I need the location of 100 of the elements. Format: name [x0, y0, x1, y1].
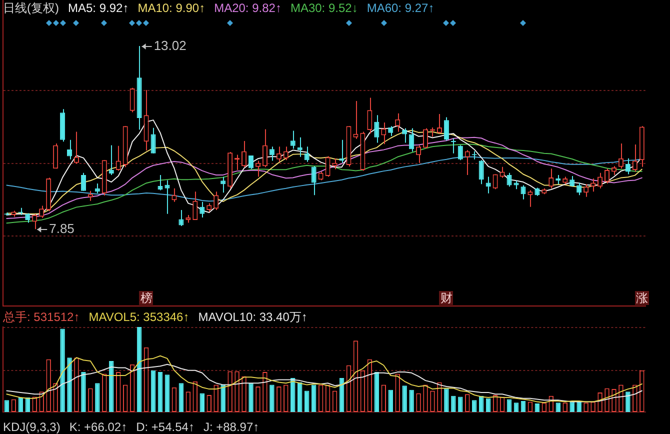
candlestick	[492, 174, 498, 190]
bar	[534, 404, 540, 412]
bar	[374, 372, 380, 412]
bar	[304, 390, 310, 412]
bar	[451, 396, 456, 412]
candlestick	[248, 154, 254, 170]
chart-title: 日线(复权)	[3, 1, 59, 15]
text: MA20: 9.82↑	[214, 1, 282, 15]
candlestick	[520, 184, 526, 200]
bar	[220, 384, 226, 412]
bar	[67, 358, 72, 412]
candlestick	[604, 168, 610, 184]
text: MA10: 9.90↑	[138, 1, 206, 15]
candlestick	[409, 128, 414, 152]
candlestick	[88, 190, 93, 202]
candlestick	[255, 160, 260, 178]
bar	[290, 378, 296, 412]
bar	[626, 392, 630, 412]
candlestick	[25, 212, 30, 224]
candlestick	[464, 150, 470, 176]
annotation: 榜	[139, 291, 154, 305]
candlestick	[164, 180, 170, 214]
candlestick	[353, 100, 358, 140]
candlestick	[395, 112, 400, 132]
bar	[458, 396, 463, 412]
bar	[409, 390, 414, 412]
candlestick	[339, 139, 344, 164]
text: MAVOL5: 353346↑	[88, 310, 190, 324]
text: MAVOL10: 33.40万↑	[198, 310, 308, 324]
candlestick	[39, 205, 44, 218]
candlestick	[450, 138, 456, 154]
candlestick	[80, 172, 86, 192]
bar	[248, 383, 254, 412]
candlestick	[367, 97, 372, 134]
bar	[576, 400, 582, 412]
candlestick	[458, 144, 463, 161]
candlestick	[220, 176, 226, 194]
bar	[164, 374, 170, 412]
candlestick	[150, 127, 156, 154]
bar	[178, 383, 184, 412]
candlestick	[262, 128, 268, 168]
candlestick	[116, 145, 121, 172]
text: D: +54.54↑	[136, 420, 194, 434]
candlestick	[53, 142, 58, 170]
candlestick	[444, 116, 449, 142]
bar	[60, 328, 65, 412]
bar	[270, 384, 274, 412]
bar	[486, 398, 491, 412]
candlestick	[304, 146, 310, 162]
bar	[158, 372, 163, 412]
bar	[520, 400, 526, 412]
candlestick	[74, 131, 80, 164]
bar	[570, 402, 574, 412]
text: MA30: 9.52↓	[290, 1, 358, 15]
text: MA5: 9.92↑	[68, 1, 129, 15]
bar	[472, 400, 477, 412]
bar	[297, 382, 302, 412]
bar	[18, 398, 24, 412]
candlestick	[478, 160, 484, 185]
bar	[311, 384, 316, 412]
candlestick	[283, 146, 288, 161]
bar	[95, 383, 100, 412]
candlestick	[388, 126, 394, 136]
text: K: +66.02↑	[69, 420, 128, 434]
candlestick	[576, 182, 582, 196]
candlestick	[311, 166, 316, 196]
bar	[556, 402, 561, 412]
candlestick	[276, 146, 282, 162]
bar	[81, 372, 86, 412]
candlestick	[528, 190, 533, 208]
candlestick	[178, 210, 184, 226]
candlestick	[598, 172, 603, 189]
annotation: 财	[439, 291, 454, 305]
bar	[4, 400, 10, 412]
candlestick	[548, 168, 554, 189]
candlestick	[374, 114, 380, 144]
annotation: 涨	[634, 291, 649, 305]
candlestick	[416, 144, 422, 164]
annotation: 7.85	[49, 221, 74, 236]
candlestick	[618, 142, 624, 170]
bar	[402, 386, 407, 412]
candlestick	[200, 201, 205, 218]
candlestick	[130, 87, 135, 113]
candlestick	[436, 114, 442, 134]
text: J: +88.97↑	[203, 420, 260, 434]
candlestick	[584, 184, 589, 198]
candlestick	[423, 128, 428, 149]
bar	[200, 393, 205, 412]
candlestick	[172, 188, 177, 202]
candlestick	[381, 122, 386, 145]
candlestick	[67, 139, 72, 160]
bar	[150, 370, 156, 412]
series-label: 总手: 531512↑	[3, 310, 80, 324]
annotation: 13.02	[154, 38, 186, 54]
bar	[514, 402, 519, 412]
bar	[388, 390, 393, 412]
candlestick	[108, 144, 114, 176]
candlestick	[290, 130, 296, 150]
text: KDJ(9,3,3)	[3, 420, 60, 434]
candlestick	[506, 172, 512, 188]
